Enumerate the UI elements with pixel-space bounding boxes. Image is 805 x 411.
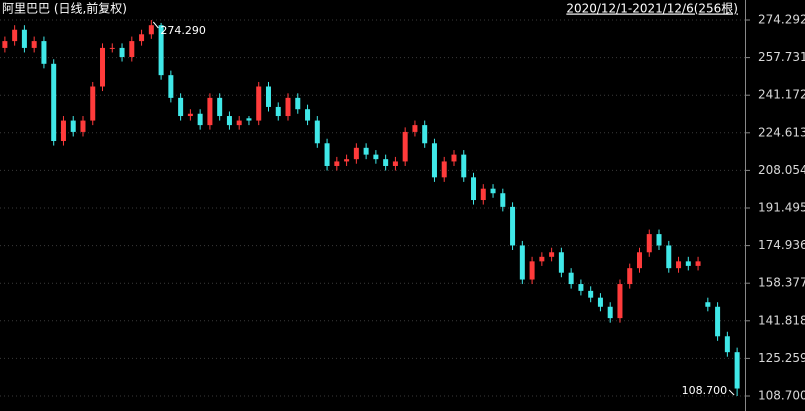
chart-title: 阿里巴巴 (日线,前复权) [2,1,127,16]
candle-body [217,97,223,117]
candle-body [344,159,350,162]
candle-body [705,302,711,307]
candle-body [109,47,115,49]
candle-body [256,86,262,121]
candle-body [627,268,633,285]
candle-body [529,261,535,280]
annotation: 108.700 [682,384,728,397]
candle-body [431,143,437,178]
date-range: 2020/12/1-2021/12/6(256根) [566,2,738,16]
candle-body [715,306,721,337]
y-tick-label: 274.292 [758,13,805,27]
candle-body [207,97,213,126]
y-tick-label: 108.700 [758,389,805,403]
candle-body [480,188,486,201]
candle-body [519,245,525,280]
candle-body [539,256,545,262]
candle-body [392,161,398,166]
candle-body [324,143,330,166]
candle-body [246,118,252,121]
candle-body [617,284,623,319]
annotation-arrow [728,389,735,396]
candle-body [666,245,672,269]
candle-body [568,272,574,285]
candle-body [441,161,447,178]
candle-body [383,159,389,166]
candle-body [373,154,379,160]
candle-body [734,352,740,389]
candle-body [31,41,37,48]
candle-body [139,34,145,42]
candle-body [724,336,730,353]
annotation-arrow [152,21,159,29]
candle-body [21,29,27,48]
candle-body [510,206,516,246]
y-tick-label: 141.818 [758,313,805,327]
candle-body [646,234,652,253]
candle-body [402,131,408,162]
candle-body [471,177,477,201]
candle-body [353,147,359,160]
candle-body [363,147,369,155]
candle-body [549,252,555,257]
candle-body [412,125,418,132]
candle-body [226,116,232,126]
candle-body [236,120,242,126]
candle-body [60,120,66,142]
candle-body [265,86,271,107]
candle-body [187,113,193,117]
y-tick-label: 191.495 [758,201,805,215]
candle-body [422,125,428,144]
candle-body [129,41,135,57]
candle-body [588,290,594,298]
y-tick-label: 224.613 [758,125,805,139]
candle-body [148,25,154,35]
candle-body [70,120,76,132]
candle-body [51,63,57,142]
y-tick-label: 257.731 [758,50,805,64]
y-tick-label: 125.259 [758,351,805,365]
candle-body [685,261,691,266]
annotation: 274.290 [160,24,206,37]
y-tick-label: 174.936 [758,238,805,252]
candle-body [597,297,603,307]
candle-body [578,284,584,291]
candle-body [334,161,340,166]
candle-body [100,47,106,87]
candle-body [490,188,496,194]
candle-body [695,261,701,266]
candle-body [656,234,662,246]
y-tick-label: 158.377 [758,276,805,290]
y-tick-label: 208.054 [758,163,805,177]
candle-body [305,109,311,121]
candle-body [607,306,613,319]
candle-body [451,154,457,162]
candle-body [178,97,184,117]
candle-body [12,29,18,42]
candle-body [197,113,203,126]
candle-body [461,154,467,178]
candle-body [295,97,301,110]
candle-body [90,86,96,121]
candle-body [285,97,291,117]
candle-body [41,41,47,64]
candle-body [119,47,125,57]
candle-body [676,261,682,269]
candle-body [80,120,86,132]
y-tick-label: 241.172 [758,88,805,102]
candle-body [500,193,506,207]
candle-body [168,75,174,98]
candle-body [2,41,8,48]
candle-body [636,252,642,269]
candle-body [275,106,281,117]
candle-body [558,252,564,273]
candle-body [158,25,164,76]
candle-body [314,120,320,144]
